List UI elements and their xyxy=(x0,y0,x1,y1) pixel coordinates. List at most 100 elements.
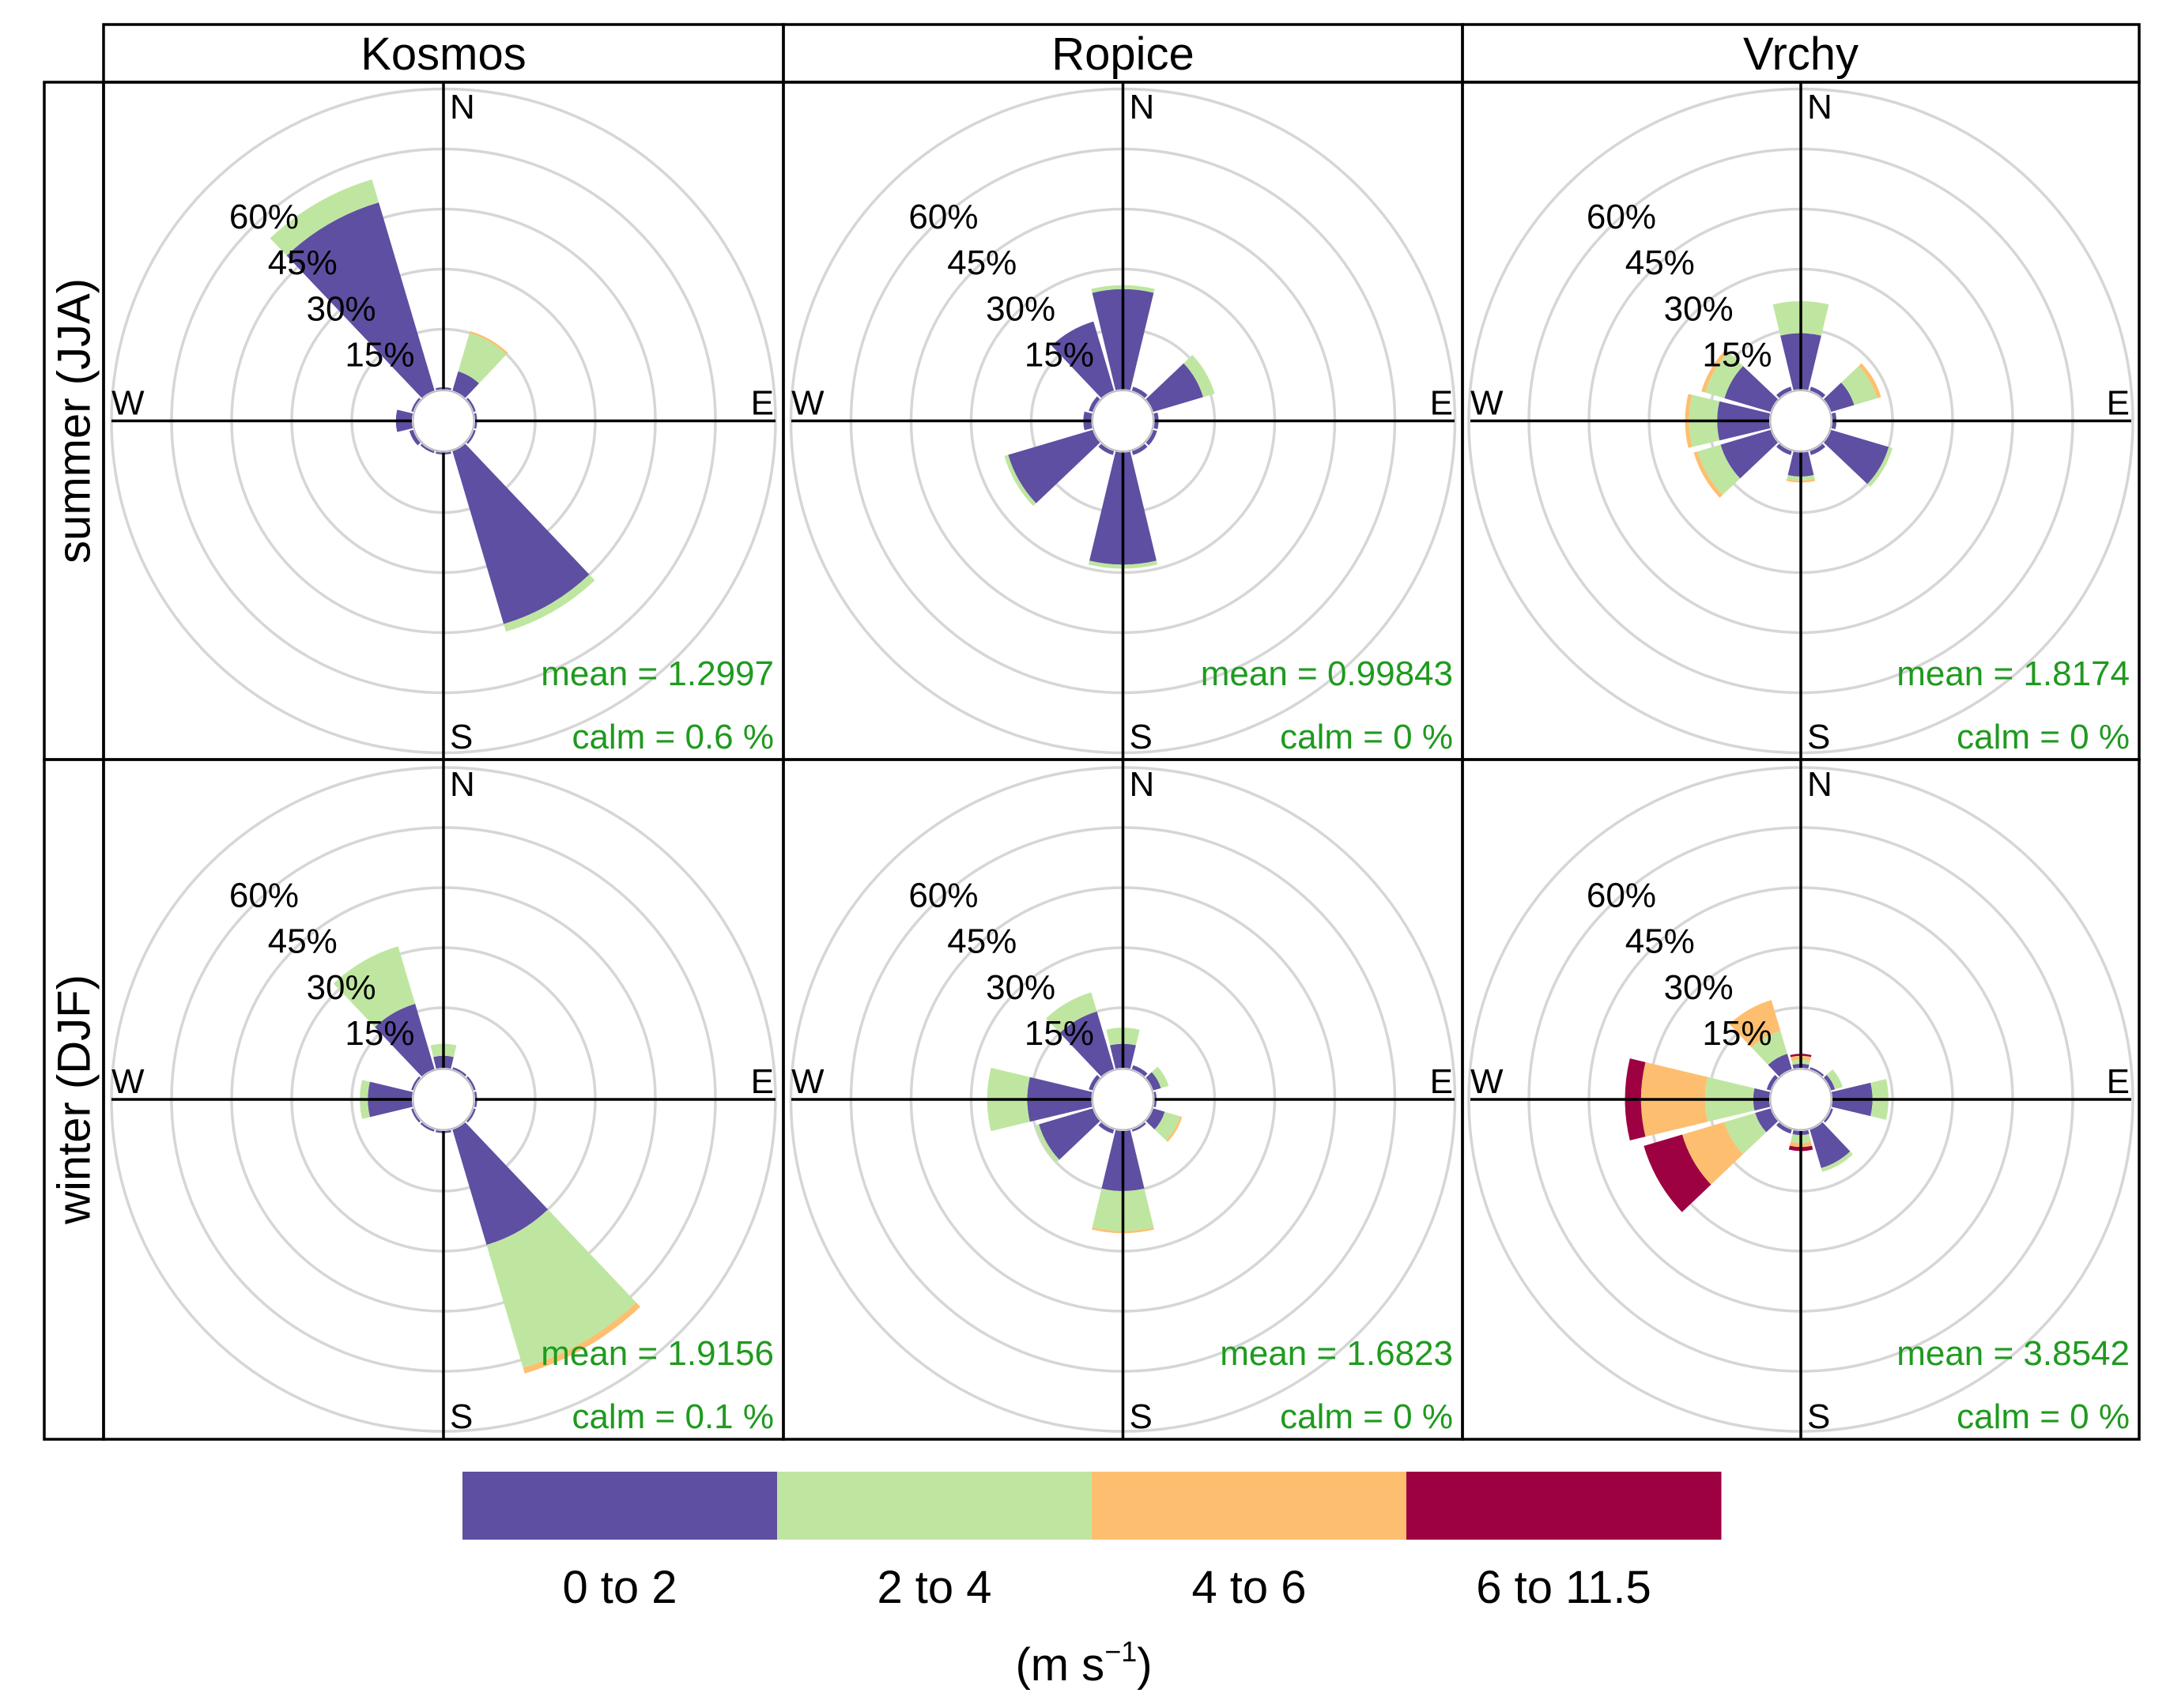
sector-dir60-bin0 xyxy=(1145,1072,1161,1091)
strips-layer: Kosmos Ropice Vrchy summer (JJA) winter (DJF… xyxy=(43,23,2141,1441)
sector-dir120-bin1 xyxy=(1867,447,1893,487)
sector-dir30-bin0 xyxy=(1810,1067,1825,1076)
compass-north: N xyxy=(1807,765,1832,804)
units-exponent: −1 xyxy=(1104,1635,1137,1668)
sector-dir30-bin0 xyxy=(452,1067,467,1076)
center-hole xyxy=(413,390,474,451)
calm-label: calm = 0 % xyxy=(1957,718,2130,756)
sector-dir330-bin0 xyxy=(375,1004,435,1076)
sector-dir60-bin1 xyxy=(1151,1066,1169,1088)
legend-label-2: 4 to 6 xyxy=(1191,1562,1306,1613)
sector-dir240-bin1 xyxy=(1697,444,1741,496)
sector-dir300-bin0 xyxy=(411,398,421,413)
sector-dir210-bin0 xyxy=(1098,443,1115,455)
compass-south: S xyxy=(1130,718,1153,756)
legend-swatch-0 xyxy=(462,1472,778,1540)
sector-dir120-bin0 xyxy=(1145,429,1157,446)
sector-dir300-bin0 xyxy=(1724,366,1778,413)
sector-dir60-bin1 xyxy=(1183,355,1215,398)
row-strip-1 xyxy=(43,758,105,1441)
sector-dir300-bin0 xyxy=(1766,1074,1778,1091)
panel-frame xyxy=(1461,758,2141,1441)
compass-north: N xyxy=(1130,765,1155,804)
mean-label: mean = 0.99843 xyxy=(1201,654,1453,693)
radial-tick-30: 30% xyxy=(986,289,1055,328)
column-label-ropice: Ropice xyxy=(1051,28,1194,80)
radial-tick-60: 60% xyxy=(229,876,299,914)
legend-swatch-3 xyxy=(1406,1472,1722,1540)
sector-dir240-bin2 xyxy=(1693,451,1723,498)
center-hole xyxy=(1770,1069,1832,1130)
sector-dir150-bin0 xyxy=(452,443,590,624)
radial-tick-45: 45% xyxy=(268,922,338,961)
radial-tick-45: 45% xyxy=(268,243,338,282)
sector-dir300-bin2 xyxy=(1701,349,1729,393)
compass-east: E xyxy=(751,384,774,423)
sector-dir120-bin1 xyxy=(1154,1111,1180,1141)
radial-tick-45: 45% xyxy=(1625,922,1695,961)
sector-dir120-bin0 xyxy=(1145,1108,1165,1129)
sector-dir30-bin0 xyxy=(1131,1065,1148,1076)
sector-dir60-bin0 xyxy=(466,1076,476,1091)
legend-layer: 0 to 2 2 to 4 4 to 6 6 to 11.5 (m s−1) xyxy=(462,1472,1722,1691)
center-hole-edge xyxy=(1092,1068,1154,1131)
sector-dir240-bin0 xyxy=(1720,429,1778,479)
sector-dir240-bin2 xyxy=(1681,1122,1743,1185)
radial-tick-30: 30% xyxy=(307,289,376,328)
compass-east: E xyxy=(2107,384,2130,423)
panel-plot-area xyxy=(789,82,1457,760)
compass-north: N xyxy=(450,88,475,126)
row-label-1: winter (DJF) xyxy=(49,975,100,1225)
panel-plot-area xyxy=(1467,760,2134,1439)
radial-tick-45: 45% xyxy=(947,922,1017,961)
calm-label: calm = 0 % xyxy=(1280,1397,1453,1436)
sector-dir240-bin1 xyxy=(1724,1113,1767,1155)
sector-dir300-bin0 xyxy=(1089,1074,1100,1091)
sector-dir150-bin0 xyxy=(1131,1122,1146,1132)
sector-dir120-bin0 xyxy=(1824,1108,1833,1123)
compass-south: S xyxy=(450,718,473,756)
radial-tick-15: 15% xyxy=(1025,336,1094,375)
compass-west: W xyxy=(791,384,825,423)
sector-dir150-bin0 xyxy=(1131,443,1148,455)
legend-label-3: 6 to 11.5 xyxy=(1476,1562,1651,1613)
sector-dir330-bin1 xyxy=(1046,992,1097,1033)
calm-label: calm = 0.1 % xyxy=(572,1397,774,1436)
mean-label: mean = 3.8542 xyxy=(1896,1334,2130,1373)
sector-dir330-bin0 xyxy=(286,202,435,398)
sector-dir330-bin1 xyxy=(333,946,416,1027)
compass-west: W xyxy=(111,384,145,423)
sector-dir60-bin0 xyxy=(1824,1074,1836,1091)
center-hole xyxy=(1093,390,1153,451)
panel-plot-area xyxy=(789,760,1457,1439)
legend-swatch-2 xyxy=(1092,1472,1407,1540)
compass-south: S xyxy=(450,1397,473,1436)
compass-south: S xyxy=(1807,1397,1830,1436)
sector-dir210-bin0 xyxy=(420,443,435,454)
center-hole-edge xyxy=(1092,390,1154,452)
sector-dir150-bin2 xyxy=(523,1302,641,1374)
sector-dir330-bin0 xyxy=(1776,386,1792,398)
sector-dir210-bin0 xyxy=(1776,443,1792,455)
mean-label: mean = 1.2997 xyxy=(541,654,774,693)
sector-dir330-bin1 xyxy=(1751,1031,1787,1065)
sector-dir240-bin0 xyxy=(1039,1108,1100,1160)
units-base: (m s xyxy=(1015,1639,1104,1691)
sector-dir150-bin1 xyxy=(486,1209,636,1368)
sector-dir240-bin1 xyxy=(1035,1124,1060,1163)
sector-dir300-bin0 xyxy=(411,1076,421,1091)
center-hole-edge xyxy=(1769,390,1832,452)
radial-tick-15: 15% xyxy=(1702,336,1772,375)
legend-swatch-1 xyxy=(777,1472,1093,1540)
sector-dir30-bin2 xyxy=(469,330,508,355)
radial-tick-60: 60% xyxy=(908,876,978,914)
sector-dir120-bin0 xyxy=(466,429,476,444)
sector-dir330-bin0 xyxy=(1768,1054,1792,1076)
calm-label: calm = 0 % xyxy=(1280,718,1453,756)
compass-west: W xyxy=(1470,1062,1504,1101)
center-hole-edge xyxy=(412,390,475,452)
radial-tick-30: 30% xyxy=(307,968,376,1007)
sector-dir240-bin3 xyxy=(1644,1134,1711,1212)
